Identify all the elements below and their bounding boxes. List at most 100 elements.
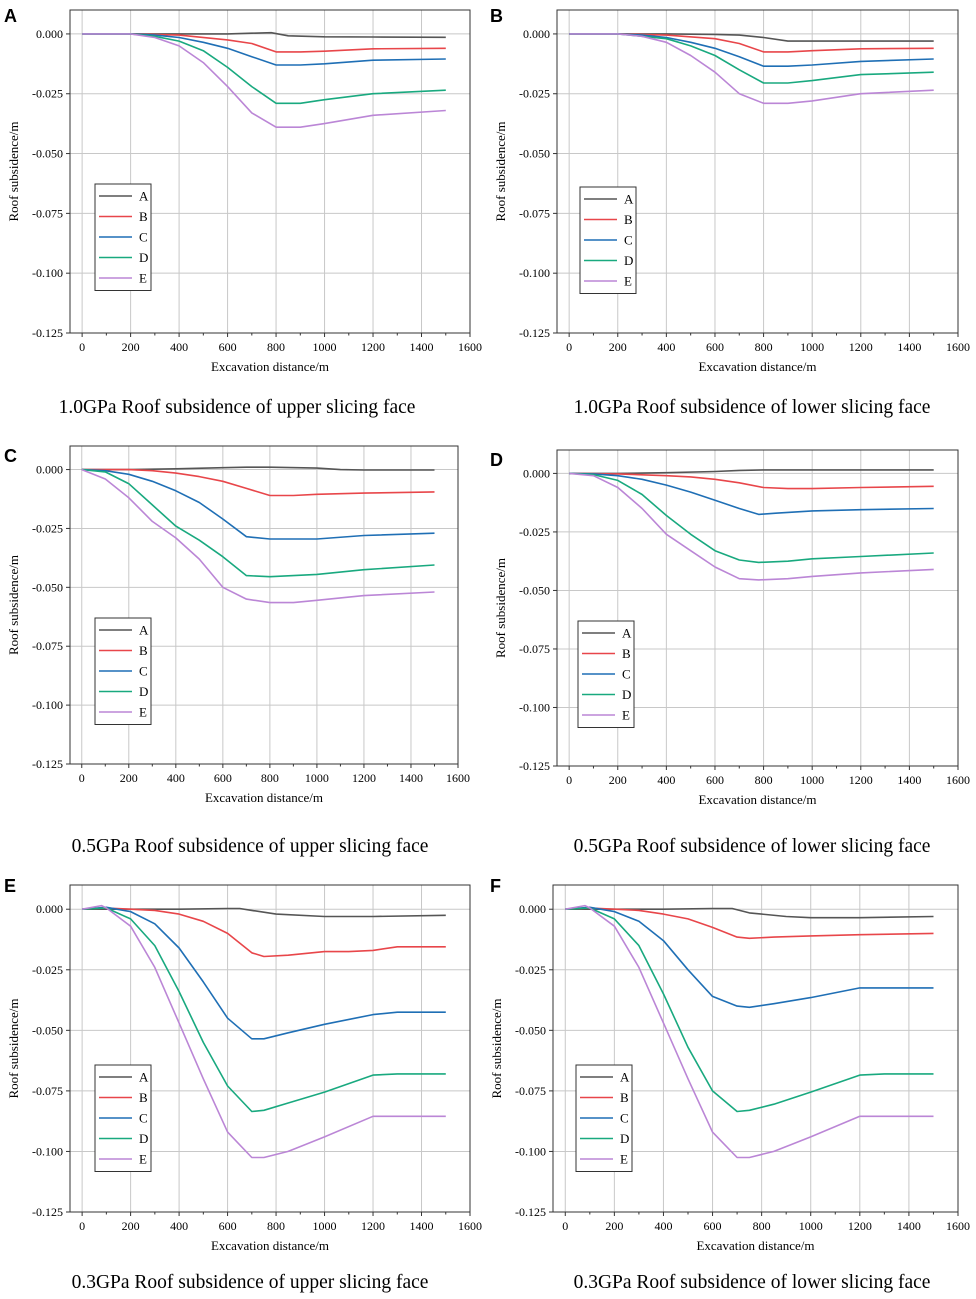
y-axis-title: Roof subsidence/m <box>493 121 508 221</box>
legend-label-D: D <box>622 687 631 702</box>
y-tick-label: -0.025 <box>32 521 63 535</box>
legend-label-D: D <box>139 250 148 265</box>
y-tick-label: 0.000 <box>523 466 550 480</box>
series-line-E <box>569 33 934 105</box>
x-tick-label: 0 <box>79 340 85 354</box>
x-tick-label: 600 <box>706 773 724 787</box>
legend-label-A: A <box>139 1070 149 1085</box>
x-tick-label: 1000 <box>305 771 329 785</box>
chart-panel-E: E 0 200 400 600 800 1000 1200 1400 1600 0.000 -0.02… <box>4 876 482 1253</box>
x-tick-label: 1200 <box>849 340 873 354</box>
legend-label-E: E <box>622 708 630 723</box>
y-tick-label: -0.050 <box>32 1023 63 1037</box>
panel-letter: B <box>490 6 503 26</box>
x-tick-label: 0 <box>566 773 572 787</box>
legend-label-C: C <box>139 1111 148 1126</box>
panel-letter: F <box>490 876 501 896</box>
chart-panel-A: A 0 200 400 600 800 1000 1200 1400 1600 0.000 -0.02… <box>4 6 482 374</box>
legend-label-B: B <box>622 646 631 661</box>
x-tick-label: 1000 <box>800 773 824 787</box>
y-axis-title: Roof subsidence/m <box>6 998 21 1098</box>
legend-label-E: E <box>620 1152 628 1167</box>
x-tick-label: 1200 <box>361 340 385 354</box>
x-tick-label: 0 <box>566 340 572 354</box>
y-axis-title: Roof subsidence/m <box>6 555 21 655</box>
legend-label-D: D <box>624 253 633 268</box>
y-tick-label: 0.000 <box>523 27 550 41</box>
x-axis-title: Excavation distance/m <box>211 359 329 374</box>
x-tick-label: 800 <box>267 1219 285 1233</box>
series-line-C <box>569 33 934 67</box>
y-tick-label: -0.100 <box>32 266 63 280</box>
y-tick-label: -0.125 <box>515 1205 546 1219</box>
x-tick-label: 1400 <box>410 1219 434 1233</box>
y-tick-label: 0.000 <box>36 27 63 41</box>
x-tick-label: 1600 <box>946 340 970 354</box>
series-line-C <box>569 472 934 516</box>
x-tick-label: 1200 <box>361 1219 385 1233</box>
x-axis-title: Excavation distance/m <box>211 1238 329 1253</box>
x-tick-label: 200 <box>605 1219 623 1233</box>
x-axis-title: Excavation distance/m <box>698 792 816 807</box>
y-tick-label: -0.050 <box>32 147 63 161</box>
x-tick-label: 1000 <box>799 1219 823 1233</box>
x-tick-label: 400 <box>657 340 675 354</box>
y-tick-label: -0.100 <box>515 1144 546 1158</box>
chart-panel-C: C 0 200 400 600 800 1000 1200 1400 1600 0.000 -0.02… <box>4 445 470 805</box>
legend-label-C: C <box>622 667 631 682</box>
panel-letter: A <box>4 6 17 26</box>
plot-frame <box>69 884 471 1213</box>
legend-label-E: E <box>139 271 147 286</box>
legend-label-E: E <box>624 274 632 289</box>
y-tick-label: -0.025 <box>32 963 63 977</box>
x-axis-title: Excavation distance/m <box>696 1238 814 1253</box>
x-tick-label: 1600 <box>458 1219 482 1233</box>
y-tick-label: 0.000 <box>36 902 63 916</box>
x-tick-label: 800 <box>755 340 773 354</box>
series-line-E <box>81 904 446 1159</box>
y-tick-label: -0.025 <box>519 525 550 539</box>
y-tick-label: -0.100 <box>32 698 63 712</box>
legend-label-E: E <box>139 705 147 720</box>
plot-frame <box>69 9 471 334</box>
y-tick-label: 0.000 <box>36 463 63 477</box>
x-tick-label: 1000 <box>313 340 337 354</box>
series-line-D <box>569 472 934 564</box>
x-tick-label: 800 <box>267 340 285 354</box>
panel-caption: 1.0GPa Roof subsidence of upper slicing … <box>59 397 416 418</box>
x-tick-label: 200 <box>609 340 627 354</box>
series-line-E <box>569 472 934 581</box>
series-line-D <box>82 907 446 1113</box>
series-line-A <box>569 469 934 475</box>
x-tick-label: 400 <box>170 1219 188 1233</box>
y-tick-label: 0.000 <box>519 902 546 916</box>
legend-label-A: A <box>620 1070 630 1085</box>
chart-panel-B: B 0 200 400 600 800 1000 1200 1400 1600 0.000 -0.02… <box>490 6 970 374</box>
legend-label-B: B <box>139 209 148 224</box>
series-line-E <box>82 33 446 128</box>
series-line-C <box>82 33 446 66</box>
x-axis-title: Excavation distance/m <box>205 790 323 805</box>
x-tick-label: 1600 <box>458 340 482 354</box>
series-line-D <box>565 907 934 1113</box>
legend-label-D: D <box>139 1131 148 1146</box>
x-tick-label: 1600 <box>946 773 970 787</box>
panel-caption: 0.5GPa Roof subsidence of upper slicing … <box>72 836 429 857</box>
y-tick-label: -0.075 <box>32 639 63 653</box>
x-tick-label: 200 <box>122 340 140 354</box>
y-tick-label: -0.125 <box>519 759 550 773</box>
x-tick-label: 0 <box>79 1219 85 1233</box>
legend-label-B: B <box>624 212 633 227</box>
y-tick-label: -0.050 <box>515 1023 546 1037</box>
plot-frame <box>69 445 459 765</box>
y-tick-label: -0.075 <box>519 206 550 220</box>
y-tick-label: -0.125 <box>32 1205 63 1219</box>
y-tick-label: -0.075 <box>32 1084 63 1098</box>
x-tick-label: 800 <box>755 773 773 787</box>
series-line-B <box>82 907 446 958</box>
